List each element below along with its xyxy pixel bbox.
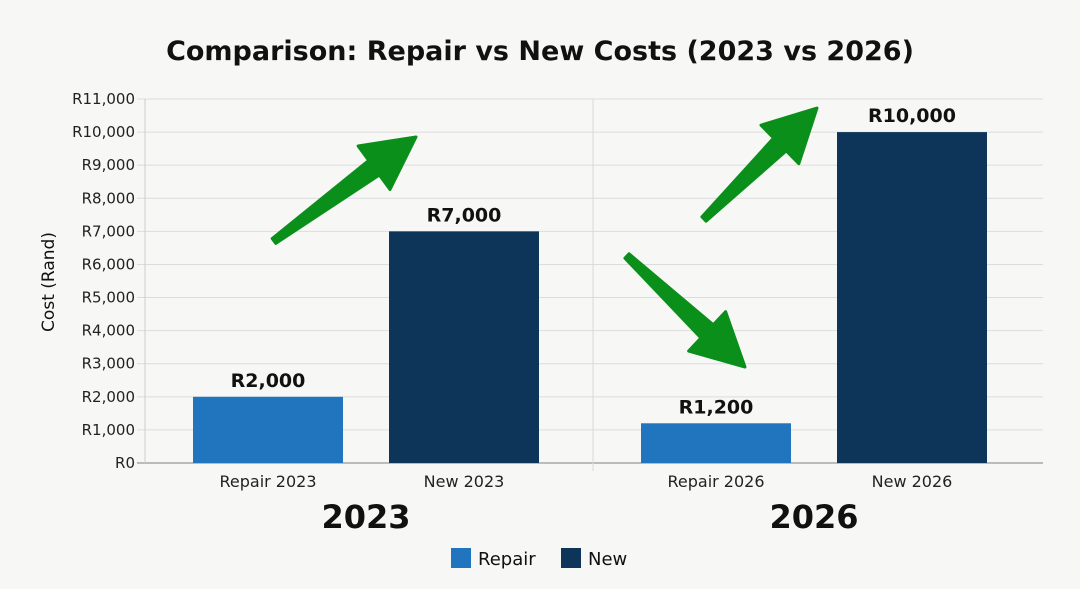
y-tick-label: R11,000 [72, 90, 135, 108]
x-tick-label: Repair 2023 [219, 472, 316, 491]
data-label: R10,000 [868, 105, 956, 127]
legend-label-new: New [588, 549, 627, 570]
y-tick-label: R4,000 [82, 322, 135, 340]
arrow-up-icon [270, 135, 418, 245]
arrow-down-icon [623, 252, 747, 369]
arrow-up-icon [700, 106, 819, 223]
group-label: 2026 [769, 498, 858, 536]
data-label: R2,000 [231, 370, 306, 392]
x-tick-label: Repair 2026 [667, 472, 764, 491]
y-ticks: R0 R1,000 R2,000 R3,000 R4,000 R5,000 R6,000 R7… [72, 90, 135, 472]
legend-swatch-new [561, 548, 581, 568]
y-tick-label: R10,000 [72, 123, 135, 141]
chart-title: Comparison: Repair vs New Costs (2023 vs… [166, 36, 914, 67]
legend: Repair New [451, 548, 627, 570]
y-tick-label: R1,000 [82, 421, 135, 439]
y-tick-label: R6,000 [82, 255, 135, 273]
y-tick-label: R7,000 [82, 222, 135, 240]
bars: R2,000 Repair 2023 R7,000 New 2023 R1,200 Rep… [193, 105, 987, 536]
group-label: 2023 [321, 498, 410, 536]
data-label: R7,000 [427, 204, 502, 226]
y-tick-label: R8,000 [82, 189, 135, 207]
annotations [270, 106, 819, 369]
y-axis-label: Cost (Rand) [39, 232, 59, 332]
bar-new-2023 [389, 231, 539, 463]
bar-new-2026 [837, 132, 987, 463]
y-tick-label: R9,000 [82, 156, 135, 174]
legend-label-repair: Repair [478, 549, 536, 570]
legend-swatch-repair [451, 548, 471, 568]
y-tick-label: R5,000 [82, 289, 135, 307]
data-label: R1,200 [679, 396, 754, 418]
bar-repair-2026 [641, 423, 791, 463]
y-tick-label: R3,000 [82, 355, 135, 373]
x-tick-label: New 2023 [424, 472, 505, 491]
x-tick-label: New 2026 [872, 472, 953, 491]
y-tick-label: R2,000 [82, 388, 135, 406]
bar-repair-2023 [193, 396, 343, 463]
y-tick-label: R0 [115, 454, 135, 472]
